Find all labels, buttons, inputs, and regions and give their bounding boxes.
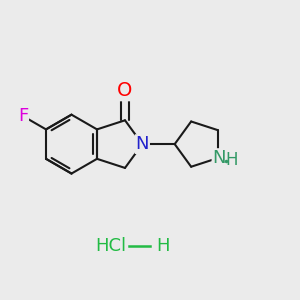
Text: F: F xyxy=(18,107,28,125)
Text: H: H xyxy=(156,237,169,255)
Text: H: H xyxy=(226,151,238,169)
Text: O: O xyxy=(117,81,133,100)
Text: HCl: HCl xyxy=(95,237,126,255)
Text: N: N xyxy=(136,135,149,153)
Text: N: N xyxy=(212,149,226,167)
